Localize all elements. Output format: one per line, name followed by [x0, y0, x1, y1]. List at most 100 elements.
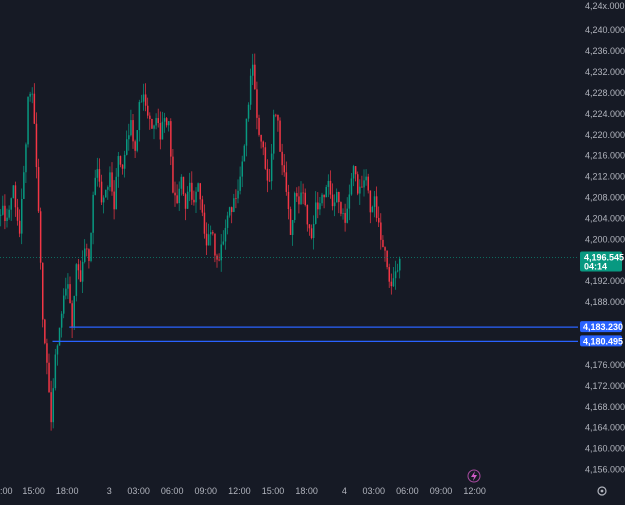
x-tick-label: 12:00 [228, 486, 251, 496]
candle [191, 171, 193, 205]
y-tick-label: 4,204.000 [585, 213, 625, 223]
level-price-label: 4,180.495 [583, 336, 623, 346]
y-axis-ticks: 4,240.000 4,236.000 4,232.000 4,228.000 4,22… [585, 25, 625, 474]
candle [96, 157, 99, 187]
candle [102, 195, 105, 214]
candle [107, 185, 109, 200]
candle [100, 174, 103, 206]
candle [296, 187, 298, 202]
candle [300, 181, 302, 205]
y-tick-label: 4,168.000 [585, 402, 625, 412]
candle [336, 188, 338, 203]
candle [39, 207, 42, 270]
candle [130, 109, 132, 137]
candle [212, 230, 214, 236]
candle [44, 318, 46, 345]
candle [161, 111, 164, 140]
candle [205, 222, 208, 256]
candle [123, 150, 126, 178]
candle [138, 99, 141, 142]
level-price-badge: 4,183.230 [580, 321, 623, 333]
candle [111, 162, 113, 196]
candle [54, 348, 57, 391]
candle [319, 196, 321, 216]
candle [216, 253, 218, 268]
candle [81, 250, 84, 294]
candle [298, 186, 300, 214]
candle [287, 184, 290, 220]
candle [281, 143, 283, 176]
price-axis[interactable] [578, 0, 625, 480]
x-tick-label: 18:00 [56, 486, 79, 496]
candle [155, 113, 157, 130]
candle [113, 180, 115, 220]
candle [21, 188, 23, 245]
time-axis[interactable] [0, 482, 578, 500]
candle [172, 149, 174, 194]
candle [399, 256, 401, 279]
candle [321, 192, 323, 206]
candle [119, 155, 122, 168]
candle [239, 166, 241, 195]
candle [352, 164, 355, 187]
x-tick-label: 03:00 [363, 486, 386, 496]
candle [241, 155, 243, 188]
candle [79, 260, 82, 283]
candle [233, 193, 235, 213]
candle [42, 262, 44, 328]
candle [193, 190, 195, 206]
x-tick-label: 09:00 [430, 486, 453, 496]
candle [18, 209, 21, 238]
lightning-icon[interactable] [467, 469, 481, 483]
candle [153, 124, 155, 140]
level-price-badge: 4,180.495 [580, 335, 623, 347]
candle [283, 154, 285, 177]
candle [186, 186, 189, 210]
candle [273, 109, 275, 160]
candle [317, 192, 319, 219]
candle [73, 295, 75, 331]
candle [184, 192, 187, 221]
candle [29, 91, 31, 102]
candle [384, 246, 386, 262]
candle [75, 263, 78, 302]
candle [48, 353, 50, 393]
y-tick-label: 4,232.000 [585, 67, 625, 77]
candle [346, 197, 348, 224]
candle [27, 96, 29, 148]
candle [176, 184, 178, 205]
candle [359, 179, 361, 205]
candle [388, 263, 390, 288]
candle [254, 53, 256, 90]
candle [170, 118, 172, 166]
candle [46, 338, 48, 375]
horizontal-lines-group [0, 257, 578, 343]
candle [315, 191, 317, 225]
candle [0, 209, 2, 227]
candle [69, 276, 71, 304]
x-tick-label: 4 [342, 486, 347, 496]
y-tick-label: 4,200.000 [585, 234, 625, 244]
candle [168, 121, 170, 132]
candle [182, 176, 185, 197]
candle [224, 219, 227, 250]
candle [394, 260, 397, 290]
candle [71, 300, 73, 339]
y-tick-label: 4,188.000 [585, 297, 625, 307]
candle [126, 130, 128, 156]
candle [262, 140, 264, 156]
candle [266, 159, 269, 193]
candle [16, 198, 19, 226]
candle [147, 97, 149, 119]
y-tick-label: 4,224.000 [585, 109, 625, 119]
candle [331, 183, 334, 211]
candle [31, 87, 33, 104]
candle [270, 144, 273, 190]
candle [392, 266, 395, 287]
candle [90, 232, 92, 263]
settings-icon[interactable] [597, 486, 607, 496]
candle [310, 224, 313, 240]
